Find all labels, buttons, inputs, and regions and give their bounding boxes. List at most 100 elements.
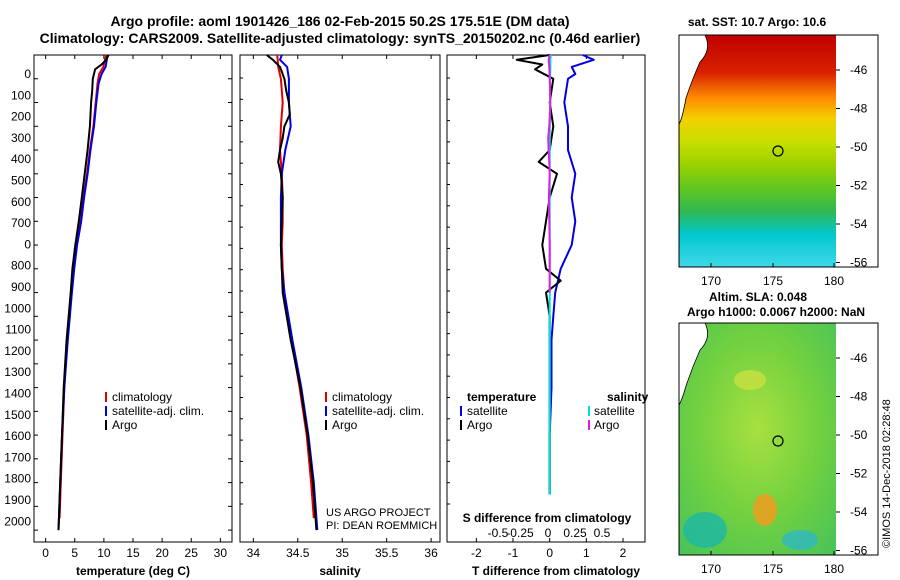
difference-xtick-label: 0 [546,546,553,560]
sla-map-frame [678,322,879,556]
map-ytick-label: -56 [850,256,868,270]
sla-anomaly-positive-2 [734,370,766,390]
salinity-diff-tick-label: -0.25 [506,526,534,540]
salinity-diff-tick-label: 0.25 [563,526,587,540]
map-ytick-label: -52 [850,179,868,193]
depth-tick-label: 800 [11,259,31,273]
map-ytick-label: -50 [850,140,868,154]
sla-nodata-band [836,323,878,555]
temperature-xtick-label: 25 [185,546,199,560]
difference-xtick-label: 2 [620,546,627,560]
salinity-axes-frame [239,54,441,543]
figure-title-line1: Argo profile: aoml 1901426_186 02-Feb-20… [110,13,569,29]
temperature-legend-label: Argo [112,418,138,432]
salinity-panel: 34 34.5 35 35.5 36 salinity climatologysatelli… [239,54,441,578]
depth-tick-label: 1600 [4,429,31,443]
temperature-series-climatology [58,54,108,519]
map-ytick-label: -48 [850,390,868,404]
depth-tick-label: 1100 [5,323,31,337]
depth-tick-label: 1000 [4,301,31,315]
diff-legend-t-label: Argo [467,418,493,432]
temperature-panel: 0100200300400500600700080090010001100120… [4,54,233,578]
depth-tick-label: 1800 [4,472,31,486]
depth-tick-label: 1400 [4,387,31,401]
diff-legend-s-label: satellite [594,404,635,418]
salinity-diff-tick-label: 0.5 [594,526,611,540]
temperature-xtick-label: 0 [42,546,49,560]
salinity-legend-label: satellite-adj. clim. [332,404,424,418]
depth-tick-label: 1200 [4,344,31,358]
salinity-legend-label: climatology [332,390,392,404]
salinity-diff-tick-label: -0.5 [488,526,509,540]
temperature-xtick-label: 15 [126,546,140,560]
depth-tick-label: 200 [11,110,31,124]
difference-xtick-label: 1 [583,546,590,560]
depth-tick-label: 1300 [4,365,31,379]
depth-tick-label: 300 [11,131,31,145]
map-xtick-label: 170 [701,562,721,576]
map-ytick-label: -52 [850,467,868,481]
pi-credit: PI: DEAN ROEMMICH [326,520,437,532]
temperature-series-satellite-adj-clim- [57,54,109,531]
difference-xlabel-top: S difference from climatology [463,511,632,525]
map-ytick-label: -48 [850,102,868,116]
map-ytick-label: -54 [850,217,868,231]
difference-panel: -2 -1 0 1 2 T difference from climatology -0.5… [446,54,649,578]
diff-legend-temperature-title: temperature [467,390,537,404]
temperature-axes-frame [33,54,233,543]
map-xtick-label: 170 [701,274,721,288]
sst-coastline [678,34,708,125]
temperature-legend-label: satellite-adj. clim. [112,404,204,418]
depth-tick-label: 400 [11,152,31,166]
salinity-series-satellite-adj-clim- [279,54,319,531]
sla-map-title-line1: Altim. SLA: 0.048 [709,290,807,304]
difference-xtick-label: -2 [471,546,482,560]
difference-xlabel: T difference from climatology [472,564,640,578]
temperature-xtick-label: 5 [71,546,78,560]
salinity-series-argo [266,54,318,531]
map-ytick-label: -46 [850,351,868,365]
depth-tick-label: 1900 [4,493,31,507]
imos-credit: ©IMOS 14-Dec-2018 02:28:48 [881,399,893,548]
depth-tick-label: 700 [11,216,31,230]
difference-xtick-label: -1 [508,546,519,560]
project-credit: US ARGO PROJECT [326,507,431,519]
diff-legend-s-label: Argo [594,418,620,432]
sla-map: Altim. SLA: 0.048 Argo h1000: 0.0067 h20… [678,290,879,576]
depth-tick-label: 2000 [4,514,31,528]
salinity-xtick-label: 34 [247,546,261,560]
difference-series-s-argo [547,54,552,293]
salinity-xtick-label: 34.5 [286,546,310,560]
sst-map-title: sat. SST: 10.7 Argo: 10.6 [688,15,827,29]
sla-argo-marker [772,435,784,447]
map-ytick-label: -46 [850,63,868,77]
temperature-legend-label: climatology [112,390,172,404]
salinity-diff-tick-label: 0 [545,526,552,540]
temperature-xtick-label: 20 [155,546,169,560]
map-ytick-label: -50 [850,428,868,442]
map-xtick-label: 180 [824,562,844,576]
temperature-series-argo [57,54,110,531]
sla-coastline [678,322,708,406]
map-xtick-label: 180 [824,274,844,288]
depth-tick-label: 0 [24,237,31,251]
sla-map-title-line2: Argo h1000: 0.0067 h2000: NaN [687,305,865,319]
sla-anomaly-negative-2 [782,530,818,550]
salinity-xlabel: salinity [319,564,361,578]
depth-tick-label: 1500 [4,408,31,422]
sla-anomaly-negative [683,512,727,548]
map-ytick-label: -54 [850,505,868,519]
sla-map-axes: -46 -48 -50 -52 -54 -56 170 175 180 [701,351,868,576]
salinity-xtick-label: 35 [336,546,350,560]
salinity-legend-label: Argo [332,418,358,432]
depth-tick-label: 100 [11,88,31,102]
temperature-xtick-label: 10 [97,546,111,560]
sst-nodata-band [836,35,878,267]
map-xtick-label: 175 [763,274,783,288]
difference-series-t-satellite [548,54,595,495]
sst-land-mask [679,35,708,124]
depth-tick-label: 900 [11,280,31,294]
sst-map: sat. SST: 10.7 Argo: 10.6 -46 -48 -50 -52 -5… [678,15,879,288]
map-ytick-label: -56 [850,544,868,558]
